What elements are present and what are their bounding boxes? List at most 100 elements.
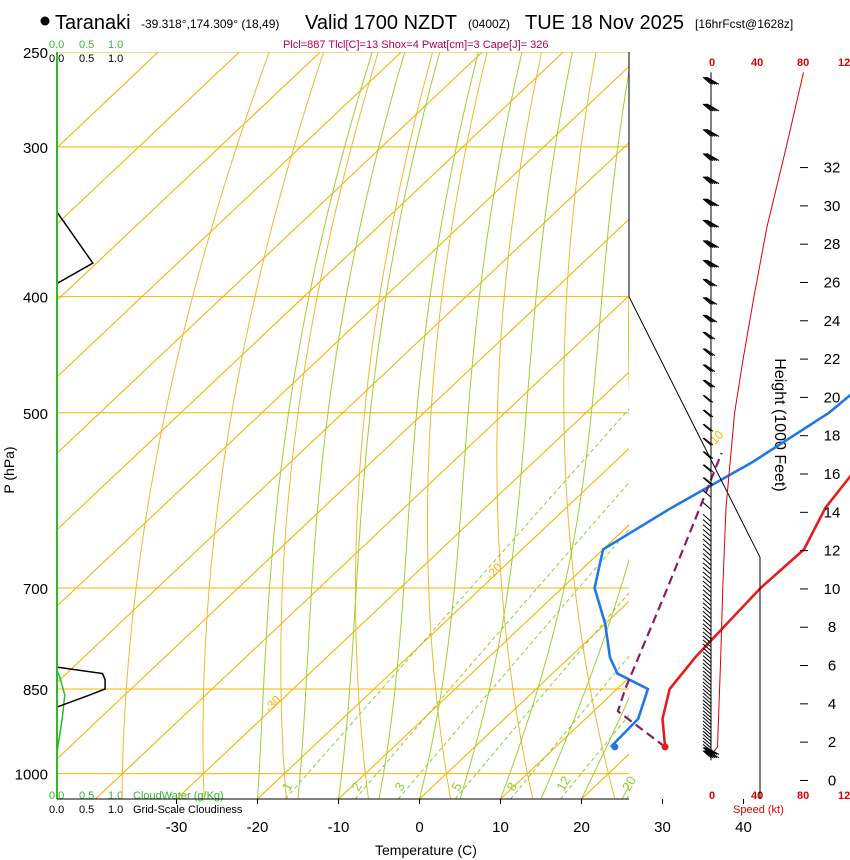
stability-params: Plcl=887 Tlcl[C]=13 Shox=4 Pwat[cm]=3 Ca… [283, 39, 548, 51]
wind-barb [702, 297, 712, 305]
wind-barb [703, 314, 714, 323]
valid-zulu: (0400Z) [468, 17, 510, 31]
wind-barb [704, 219, 716, 228]
wind-barb [702, 720, 712, 729]
wind-barb [705, 198, 718, 207]
wind-barb [702, 379, 712, 388]
height-tick-label: 10 [824, 581, 841, 598]
pressure-tick-label: 1000 [15, 767, 48, 784]
wind-barb [702, 153, 712, 161]
wind-barb [702, 529, 712, 537]
dewpoint-profile [593, 393, 850, 748]
wind-barb [702, 593, 712, 602]
wind-barb [703, 153, 714, 161]
cloudiness-scale-top: 0.0 0.5 1.0 [49, 53, 123, 65]
height-tick-label: 18 [824, 428, 841, 445]
wind-barb [703, 364, 714, 373]
isotherm-label: -20 [483, 560, 505, 582]
wind-barb [703, 394, 714, 403]
surface-temperature-point [661, 743, 669, 751]
wind-barb [702, 314, 712, 323]
dry-adiabat-line [280, 52, 379, 799]
wind-barb [702, 278, 712, 287]
wind-barb [702, 129, 712, 137]
wind-barb [705, 278, 718, 287]
wind-barb [703, 464, 714, 473]
speed-tick: 40 [751, 57, 763, 69]
wind-barb [703, 750, 714, 759]
wind-barb [702, 364, 712, 373]
wind-barb [703, 103, 714, 112]
wind-barb [706, 76, 720, 85]
wind-barb [702, 562, 712, 571]
cloudiness-scale-bottom: 0.0 0.5 1.0 Grid-Scale Cloudiness [49, 804, 243, 816]
isotherm-line [57, 52, 240, 225]
mixing-ratio-line [354, 481, 629, 799]
pressure-tick-label: 300 [23, 140, 48, 157]
wind-barb [703, 747, 714, 755]
wind-barb [702, 631, 712, 640]
temperature-tick-label: 20 [573, 819, 590, 836]
valid-date: TUE 18 Nov 2025 [525, 12, 684, 34]
wind-barb [702, 176, 712, 185]
wind-barb [702, 703, 712, 711]
wind-barb [704, 296, 716, 305]
temperature-profile [661, 474, 850, 748]
dry-adiabat-line [202, 52, 325, 799]
moist-adiabat-line [500, 67, 629, 799]
wind-barb [702, 331, 712, 340]
wind-barb [702, 548, 712, 557]
wind-barb [702, 730, 712, 739]
moist-adiabat-line [459, 52, 573, 799]
dry-adiabat-line [496, 52, 543, 799]
dry-adiabat-line [628, 275, 629, 395]
wind-barb [702, 692, 712, 701]
wind-barb [702, 713, 712, 722]
speed-tick: 0 [709, 790, 715, 802]
temperature-tick-label: -20 [247, 819, 269, 836]
wind-barb [702, 198, 712, 207]
wind-barb [702, 240, 712, 248]
isotherm-line [419, 600, 629, 799]
wind-barb [704, 76, 716, 85]
pressure-tick-label: 250 [23, 45, 48, 62]
wind-barb [705, 240, 718, 248]
moist-adiabat-line [621, 784, 629, 799]
isotherm-line [57, 218, 629, 760]
speed-tick: 12 [838, 790, 850, 802]
wind-barb [705, 176, 718, 185]
mixing-ratio-line [510, 655, 629, 799]
wind-barb [706, 240, 720, 248]
wind-barb [703, 409, 714, 418]
cloudwater-profile [56, 670, 66, 799]
wind-barb [702, 477, 712, 486]
wind-barb [703, 259, 714, 268]
wind-barb [702, 423, 712, 432]
wind-barb [702, 623, 712, 632]
height-tick-label: 8 [828, 619, 836, 636]
speed-tick: 80 [797, 790, 809, 802]
wind-barb [703, 240, 714, 248]
wind-speed-profile [712, 72, 804, 753]
wind-barb [702, 598, 712, 606]
wind-barb [702, 585, 712, 593]
wind-barb [703, 451, 714, 460]
wind-barb [702, 740, 712, 749]
cloudiness-profile-high [56, 211, 94, 285]
wind-barb [706, 259, 720, 268]
wind-barb [702, 567, 712, 575]
location-bullet [40, 16, 50, 26]
wind-barb [702, 606, 712, 615]
cloudiness-legend-label: Grid-Scale Cloudiness [133, 804, 243, 816]
wind-barb [702, 750, 712, 759]
wind-barb [704, 364, 716, 373]
wind-barb [703, 437, 714, 446]
wind-barb [704, 348, 716, 357]
wind-barb [702, 706, 712, 715]
isotherm-line [95, 294, 629, 799]
wind-barb [705, 103, 718, 112]
wind-barb [706, 198, 720, 207]
wind-barb [702, 103, 712, 112]
isotherm-line [57, 52, 564, 531]
wind-barb [702, 659, 712, 667]
